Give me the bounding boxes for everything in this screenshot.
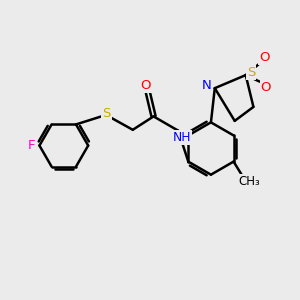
Text: O: O	[261, 81, 271, 94]
Text: F: F	[28, 139, 35, 152]
Text: NH: NH	[172, 131, 191, 144]
Text: S: S	[102, 107, 111, 120]
Text: CH₃: CH₃	[239, 175, 260, 188]
Text: S: S	[247, 66, 255, 79]
Text: O: O	[260, 51, 270, 64]
Text: N: N	[202, 79, 211, 92]
Text: O: O	[140, 79, 151, 92]
